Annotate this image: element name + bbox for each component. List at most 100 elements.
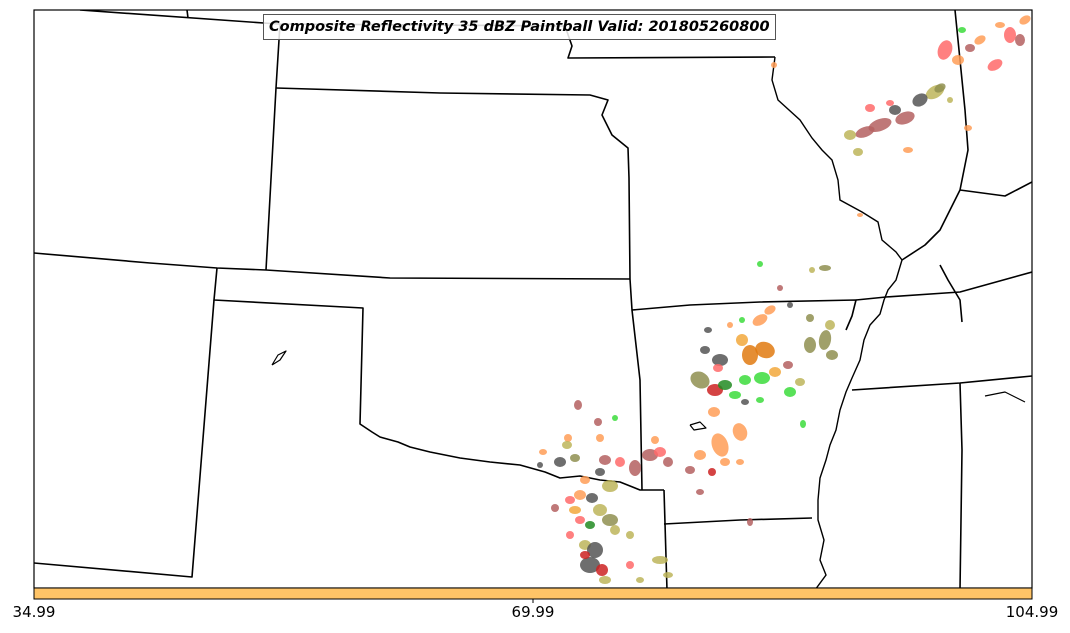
paintball-blob	[626, 561, 634, 569]
paintball-blob	[844, 130, 856, 140]
paintball-blob	[732, 423, 748, 441]
paintball-blob	[690, 371, 710, 389]
paintball-blob	[566, 531, 574, 539]
paintball-blob	[602, 480, 618, 492]
paintball-blob	[727, 322, 733, 328]
paintball-blob	[651, 436, 659, 444]
paintball-blob	[787, 302, 793, 308]
paintball-blob	[783, 361, 793, 369]
paintball-blob	[826, 350, 838, 360]
paintball-blob	[958, 27, 966, 33]
paintball-blob	[537, 462, 543, 468]
colorbar	[33, 587, 1033, 600]
paintball-blob	[663, 457, 673, 467]
paintball-blob	[574, 490, 586, 500]
paintball-blob	[610, 525, 620, 535]
paintball-blob	[551, 504, 559, 512]
paintball-blob	[1004, 27, 1016, 43]
paintball-blob	[886, 100, 894, 106]
paintball-blob	[636, 577, 644, 583]
paintball-blob	[818, 330, 832, 350]
paintball-blob	[570, 454, 580, 462]
paintball-blob	[554, 457, 566, 467]
paintball-blob	[974, 35, 986, 45]
paintball-blob	[708, 407, 720, 417]
paintball-blob	[1019, 15, 1031, 25]
paintball-blob	[596, 564, 608, 576]
paintball-blob	[629, 460, 641, 476]
paintball-blob	[952, 55, 964, 65]
paintball-blob	[652, 556, 668, 564]
paintball-blob	[720, 458, 730, 466]
paintball-blob	[795, 378, 805, 386]
paintball-blob	[539, 449, 547, 455]
paintball-blob	[595, 468, 605, 476]
paintball-blob	[736, 334, 748, 346]
paintball-blob	[855, 126, 875, 138]
paintball-blob	[964, 125, 972, 131]
paintball-blob	[777, 285, 783, 291]
paintball-blob	[586, 493, 598, 503]
paintball-blob	[742, 345, 758, 365]
paintball-blob	[739, 375, 751, 385]
colorbar-tick-label-max: 104.99	[1005, 603, 1059, 621]
paintball-blob	[615, 457, 625, 467]
paintball-blob	[912, 93, 928, 107]
paintball-blob	[593, 504, 607, 516]
state-boundaries	[34, 10, 1032, 588]
paintball-blob	[569, 506, 581, 514]
paintball-blob	[741, 399, 749, 405]
paintball-blob	[594, 418, 602, 426]
paintball-blob	[626, 531, 634, 539]
paintball-blob	[995, 22, 1005, 28]
paintball-blob	[713, 364, 723, 372]
paintball-blob	[756, 397, 764, 403]
paintball-blob	[865, 104, 875, 112]
paintball-blob	[764, 305, 776, 315]
paintball-blob	[696, 489, 704, 495]
paintball-blob	[585, 521, 595, 529]
paintball-blob	[564, 434, 572, 442]
paintball-blob	[562, 441, 572, 449]
paintball-blob	[809, 267, 815, 273]
paintball-blob	[752, 314, 768, 326]
paintball-blob	[663, 572, 673, 578]
paintball-blob	[889, 105, 901, 115]
paintball-blob	[602, 514, 618, 526]
paintball-blob	[718, 380, 732, 390]
paintball-blob	[700, 346, 710, 354]
paintball-blob	[769, 367, 781, 377]
paintball-blob	[711, 433, 729, 457]
paintball-blob	[771, 62, 777, 68]
paintball-blob	[800, 420, 806, 428]
paintball-blob	[857, 213, 863, 217]
paintball-blob	[575, 516, 585, 524]
paintball-blob	[587, 542, 603, 558]
paintball-blob	[987, 59, 1003, 71]
paintball-blob	[937, 40, 953, 60]
paintball-blob	[580, 476, 590, 484]
paintball-blob	[853, 148, 863, 156]
paintball-blob	[1015, 34, 1025, 46]
paintball-blob	[736, 459, 744, 465]
paintball-blob	[747, 518, 753, 526]
paintball-blob	[757, 261, 763, 267]
paintball-blob	[806, 314, 814, 322]
paintball-blob	[819, 265, 831, 271]
paintball-blob	[804, 337, 816, 353]
paintball-blob	[612, 415, 618, 421]
paintball-blob	[947, 97, 953, 103]
reflectivity-paintball-layer	[537, 15, 1031, 584]
paintball-blob	[704, 327, 712, 333]
paintball-blob	[784, 387, 796, 397]
map-title: Composite Reflectivity 35 dBZ Paintball …	[263, 14, 776, 40]
paintball-blob	[708, 468, 716, 476]
paintball-blob	[580, 551, 590, 559]
map-background	[34, 10, 1032, 588]
paintball-blob	[574, 400, 582, 410]
paintball-blob	[934, 83, 946, 93]
paintball-blob	[825, 320, 835, 330]
paintball-blob	[596, 434, 604, 442]
paintball-blob	[712, 354, 728, 366]
